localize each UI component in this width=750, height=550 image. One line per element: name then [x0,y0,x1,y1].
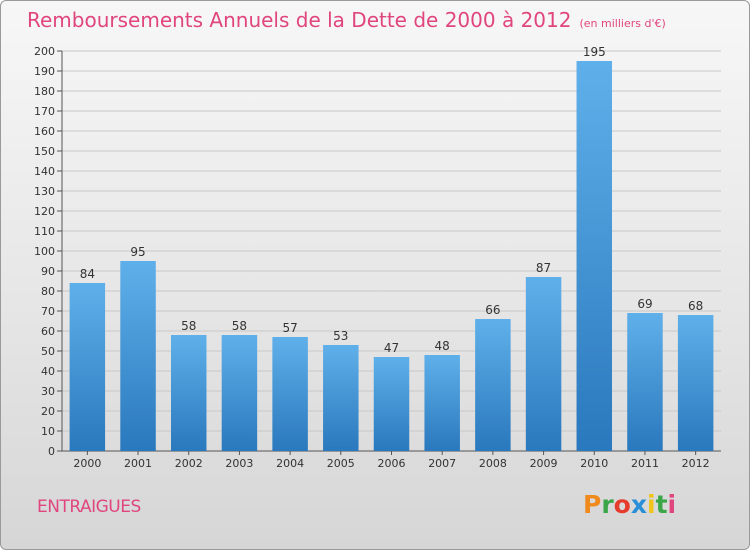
logo-letter: i [647,490,656,519]
y-tick-label: 190 [34,65,55,78]
x-tick-label: 2002 [175,457,203,470]
bar-2011 [627,313,663,451]
x-tick-label: 2001 [124,457,152,470]
y-tick-label: 60 [41,325,55,338]
bar-value-label: 95 [130,245,145,259]
y-tick-label: 90 [41,265,55,278]
bar-value-label: 58 [232,319,247,333]
bar-value-label: 84 [80,267,95,281]
bar-2006 [373,357,410,451]
bar-2001 [120,261,156,451]
y-tick-label: 120 [34,205,55,218]
x-tick-label: 2005 [327,457,355,470]
chart-subtitle: (en milliers d'€) [579,17,666,30]
y-tick-label: 40 [41,365,55,378]
x-tick-label: 2010 [580,457,608,470]
y-tick-label: 170 [34,105,55,118]
y-tick-label: 20 [41,405,55,418]
x-tick-label: 2006 [378,457,406,470]
y-tick-label: 30 [41,385,55,398]
bar-value-labels: 84 95 58 58 57 53 47 48 66 87 195 69 68 [80,45,704,355]
bar-2005 [323,345,359,451]
x-tick-label: 2008 [479,457,507,470]
bar-value-label: 69 [637,297,652,311]
bars [69,61,714,451]
logo-letter: x [630,490,647,519]
x-tick-label: 2012 [682,457,710,470]
x-tick-label: 2009 [530,457,558,470]
bar-2002 [170,335,207,451]
y-tick-label: 80 [41,285,55,298]
y-tick-label: 0 [48,445,55,458]
logo-letter: t [655,490,668,519]
bar-2000 [69,283,106,451]
place-name: ENTRAIGUES [37,497,141,517]
bar-2004 [272,337,308,451]
bar-value-label: 68 [688,299,703,313]
y-tick-labels: 0 10 20 30 40 50 60 70 80 90 100 110 120 130 140 150 160… [34,45,55,458]
y-tick-label: 160 [34,125,55,138]
x-tick-label: 2011 [631,457,659,470]
bar-value-label: 48 [435,339,450,353]
bar-value-label: 57 [282,321,297,335]
chart-title: Remboursements Annuels de la Dette de 20… [27,8,666,32]
y-tick-label: 140 [34,165,55,178]
y-tick-label: 70 [41,305,55,318]
bar-2010 [576,61,613,451]
y-tick-label: 130 [34,185,55,198]
bar-value-label: 58 [181,319,196,333]
bar-2012 [677,315,714,451]
y-tick-label: 10 [41,425,55,438]
x-tick-labels: 2000 2001 2002 2003 2004 2005 2006 2007 2008 2009… [73,457,709,470]
x-tick-label: 2000 [73,457,101,470]
bar-2009 [525,277,562,451]
bar-value-label: 66 [485,303,500,317]
y-tick-label: 200 [34,45,55,58]
y-tick-label: 50 [41,345,55,358]
chart-title-text: Remboursements Annuels de la Dette de 20… [27,8,572,32]
bar-value-label: 195 [583,45,606,59]
x-tick-label: 2007 [428,457,456,470]
bar-2007 [424,355,460,451]
y-tick-label: 150 [34,145,55,158]
logo-letter: o [613,490,631,519]
bar-2008 [475,319,511,451]
logo-letter: i [667,490,677,519]
x-tick-label: 2003 [225,457,253,470]
y-tick-label: 100 [34,245,55,258]
bar-value-label: 87 [536,261,551,275]
logo-letter: r [601,490,614,519]
x-tick-label: 2004 [276,457,304,470]
bar-value-label: 47 [384,341,399,355]
bar-value-label: 53 [333,329,348,343]
bar-2003 [221,335,258,451]
y-tick-label: 110 [34,225,55,238]
proxiti-logo: Proxiti [583,490,676,519]
logo-letter: P [583,490,602,519]
y-tick-label: 180 [34,85,55,98]
